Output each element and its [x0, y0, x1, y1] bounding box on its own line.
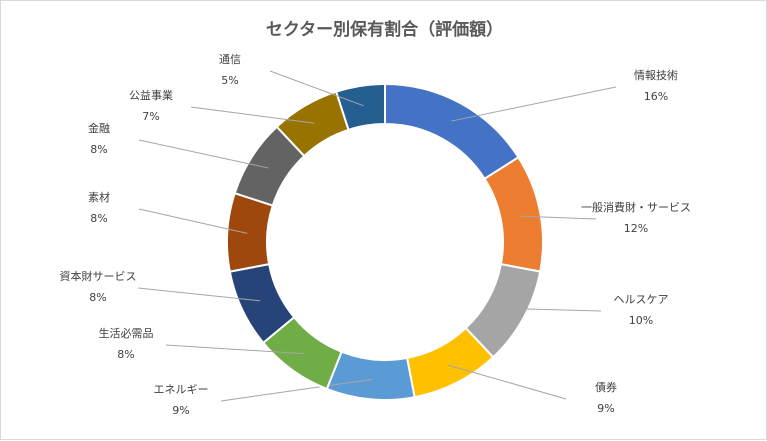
slice-11 [334, 82, 386, 132]
chart-title: セクター別保有割合（評価額） [265, 20, 504, 40]
slice-value-label-11: 5% [221, 74, 238, 87]
slice-label-4: 債券 [595, 380, 617, 394]
slice-1 [384, 82, 520, 181]
leader-line-4 [447, 364, 567, 400]
slice-label-1: 情報技術 [634, 69, 678, 82]
leader-line-1 [451, 86, 617, 122]
leader-line-2 [520, 215, 597, 220]
slice-label-7: 資本財サービス [60, 269, 137, 283]
slice-label-9: 金融 [88, 121, 110, 135]
slice-label-11: 通信 [219, 53, 241, 66]
leader-line-9 [138, 139, 269, 169]
slice-2 [483, 155, 544, 273]
slice-value-label-10: 7% [142, 110, 159, 123]
leader-line-5 [220, 378, 373, 402]
slice-value-label-9: 8% [90, 143, 107, 156]
slice-value-label-6: 8% [117, 348, 134, 361]
leader-line-8 [138, 208, 248, 234]
slice-8 [226, 191, 275, 273]
slice-label-8: 素材 [88, 190, 110, 204]
slice-value-label-3: 10% [629, 314, 653, 327]
slice-value-label-1: 16% [644, 90, 668, 103]
slice-value-label-4: 9% [597, 402, 614, 415]
leader-line-10 [190, 106, 315, 124]
leader-line-7 [137, 287, 261, 302]
leader-line-11 [269, 70, 364, 107]
slice-value-label-2: 12% [624, 222, 648, 235]
slice-label-10: 公益事業 [129, 88, 173, 102]
slice-5 [325, 350, 416, 401]
slice-value-label-5: 9% [172, 404, 189, 417]
leader-line-3 [505, 307, 602, 312]
slice-label-2: 一般消費財・サービス [581, 200, 691, 214]
slice-value-label-8: 8% [90, 212, 107, 225]
leader-line-6 [165, 344, 304, 355]
slice-value-label-7: 8% [89, 291, 106, 304]
slice-label-3: ヘルスケア [614, 293, 669, 306]
slice-label-6: 生活必需品 [99, 326, 154, 340]
slice-label-5: エネルギー [154, 383, 209, 396]
